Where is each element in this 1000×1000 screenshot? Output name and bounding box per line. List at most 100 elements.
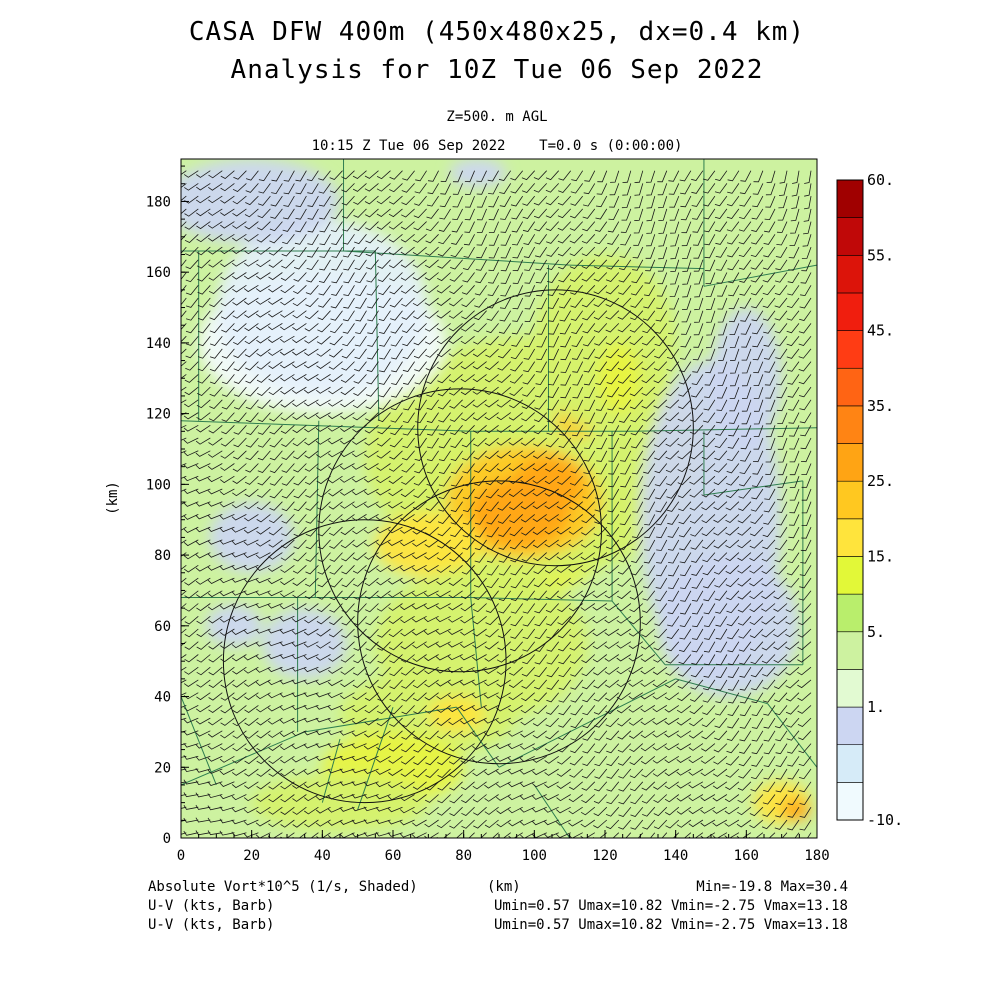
wind-barb xyxy=(787,272,800,284)
wind-barb xyxy=(664,781,680,790)
wind-barb xyxy=(736,819,752,828)
wind-barb xyxy=(656,297,668,310)
wind-barb xyxy=(714,590,728,601)
wind-barb xyxy=(765,463,776,475)
wind-barb xyxy=(510,590,524,601)
wind-barb xyxy=(183,705,199,712)
wind-barb xyxy=(351,488,367,496)
wind-barb xyxy=(694,285,704,298)
wind-barb xyxy=(474,297,487,308)
wind-barb xyxy=(257,195,271,206)
wind-barb xyxy=(353,590,367,600)
wind-barb xyxy=(582,475,596,487)
wind-barb xyxy=(232,730,247,739)
wind-barb xyxy=(791,196,800,209)
wind-barb xyxy=(750,234,764,245)
wind-barb xyxy=(436,348,451,358)
wind-barb xyxy=(571,323,584,334)
wind-barb xyxy=(208,437,223,446)
wind-barb xyxy=(556,514,571,522)
wind-barb xyxy=(341,641,355,651)
wind-barb xyxy=(726,463,740,474)
wind-barb xyxy=(750,641,764,652)
wind-barb xyxy=(592,641,608,650)
wind-barb xyxy=(183,475,199,482)
wind-barb xyxy=(279,348,295,356)
wind-barb xyxy=(412,641,427,649)
wind-barb xyxy=(713,488,728,498)
wind-barb xyxy=(219,806,235,812)
wind-barb xyxy=(592,577,608,586)
wind-barb xyxy=(519,806,535,813)
wind-barb xyxy=(630,794,644,805)
wind-barb xyxy=(472,768,487,777)
wind-barb xyxy=(185,310,199,321)
wind-barb xyxy=(231,514,247,521)
wind-barb xyxy=(352,692,367,701)
wind-barb xyxy=(437,259,451,269)
wind-barb xyxy=(436,819,451,829)
county-line xyxy=(470,597,482,708)
wind-barb xyxy=(221,348,235,359)
wind-barb xyxy=(245,425,259,435)
wind-barb xyxy=(449,565,463,574)
wind-barb xyxy=(367,310,379,322)
wind-barb xyxy=(244,348,259,358)
wind-barb xyxy=(546,641,560,652)
wind-barb xyxy=(594,514,608,525)
wind-barb xyxy=(532,526,547,535)
wind-barb xyxy=(282,208,295,220)
wind-barb xyxy=(763,514,776,525)
wind-barb xyxy=(473,310,487,321)
wind-barb xyxy=(484,743,499,750)
wind-barb xyxy=(460,615,475,624)
wind-barb xyxy=(327,819,343,826)
wind-barb xyxy=(546,654,560,665)
wind-barb xyxy=(268,743,283,751)
wind-barb xyxy=(183,539,199,547)
wind-barb xyxy=(291,705,307,710)
wind-barb xyxy=(653,412,668,422)
wind-barb xyxy=(739,195,752,207)
wind-barb xyxy=(340,514,355,522)
wind-barb xyxy=(704,628,716,640)
wind-barb xyxy=(485,488,499,499)
wind-barb xyxy=(752,195,764,208)
wind-barb xyxy=(354,348,367,360)
wind-barb xyxy=(472,730,487,737)
wind-barb xyxy=(400,628,415,637)
wind-barb xyxy=(354,246,367,258)
wind-barb xyxy=(519,781,535,788)
wind-barb xyxy=(606,361,620,372)
wind-barb xyxy=(604,666,620,675)
wind-barb xyxy=(303,412,319,420)
wind-barb xyxy=(208,692,223,701)
wind-barb xyxy=(341,348,355,359)
wind-barb xyxy=(353,666,367,676)
wind-barb xyxy=(740,437,752,450)
wind-barb xyxy=(570,285,584,295)
wind-barb xyxy=(208,717,223,726)
wind-barb xyxy=(267,577,283,585)
wind-barb xyxy=(557,195,571,206)
wind-barb xyxy=(737,577,752,587)
wind-barb xyxy=(669,195,680,208)
wind-barb xyxy=(377,272,391,282)
wind-barb xyxy=(292,335,307,344)
wind-barb xyxy=(664,730,680,738)
wind-barb xyxy=(533,425,547,435)
wind-barb xyxy=(570,195,584,206)
wind-barb xyxy=(208,195,223,204)
wind-barb xyxy=(364,692,379,701)
wind-barb xyxy=(315,730,331,736)
wind-barb xyxy=(341,603,355,613)
wind-barb xyxy=(208,705,223,713)
wind-barb xyxy=(181,386,187,392)
wind-barb xyxy=(799,819,812,831)
wind-barb xyxy=(255,628,271,634)
wind-barb xyxy=(390,310,403,321)
wind-barb xyxy=(181,246,187,254)
wind-barb xyxy=(327,755,343,761)
wind-barb xyxy=(724,806,740,815)
wind-barb xyxy=(379,348,391,360)
